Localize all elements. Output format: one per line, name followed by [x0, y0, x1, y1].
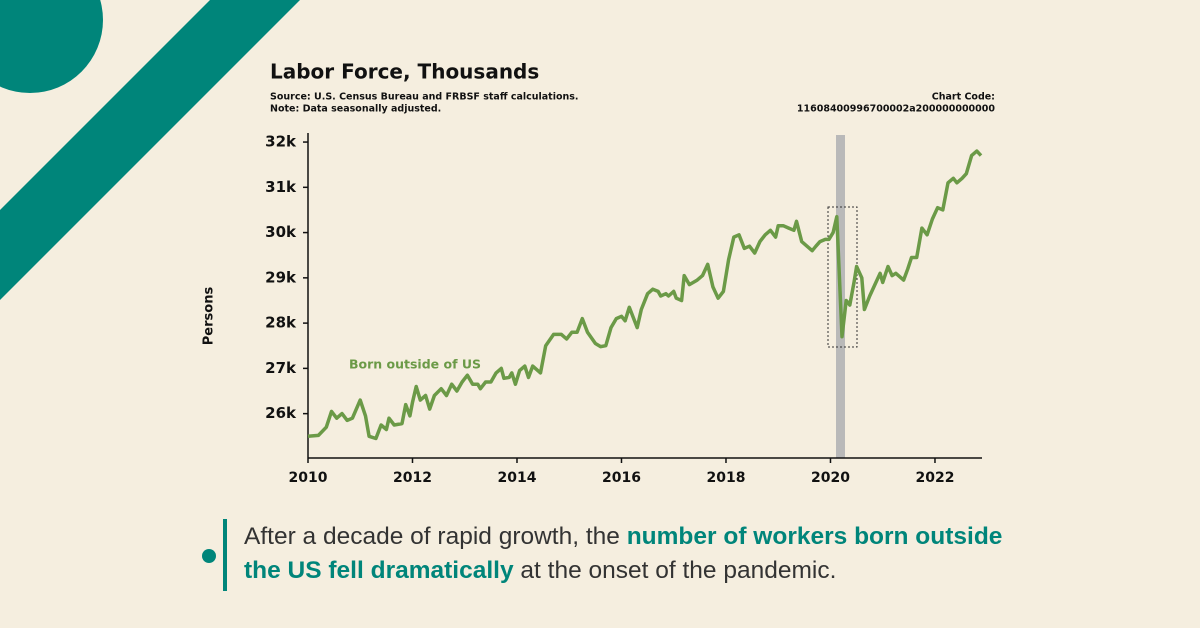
series-label: Born outside of US — [349, 357, 481, 372]
x-tick-label: 2014 — [498, 470, 537, 486]
takeaway: After a decade of rapid growth, the numb… — [244, 520, 1004, 588]
y-axis-label: Persons — [202, 287, 217, 346]
decor-stripe — [0, 0, 300, 300]
bullet — [202, 549, 216, 563]
takeaway-text: at the onset of the pandemic. — [513, 557, 837, 584]
x-tick-label: 2020 — [811, 470, 850, 486]
x-tick-label: 2012 — [393, 470, 432, 486]
takeaway-text: After a decade of rapid growth, the — [244, 523, 627, 550]
chart-code-label: Chart Code: — [932, 92, 995, 103]
y-tick-label: 26k — [265, 404, 297, 422]
y-tick-label: 28k — [265, 314, 297, 332]
x-tick-label: 2010 — [289, 470, 328, 486]
source: Source: U.S. Census Bureau and FRBSF sta… — [270, 92, 579, 103]
chart-code: 11608400996700002a200000000000 — [797, 104, 995, 115]
decor-circle — [0, 0, 103, 93]
y-tick-label: 31k — [265, 178, 297, 196]
x-tick-label: 2022 — [915, 470, 954, 486]
series-line — [307, 149, 983, 441]
x-tick-label: 2018 — [707, 470, 746, 486]
highlight-box — [827, 206, 858, 348]
x-tick-label: 2016 — [602, 470, 641, 486]
chart-title: Labor Force, Thousands — [270, 60, 539, 84]
y-tick-label: 29k — [265, 268, 297, 286]
note: Note: Data seasonally adjusted. — [270, 104, 441, 115]
y-tick-label: 32k — [265, 133, 297, 151]
y-tick-label: 30k — [265, 223, 297, 241]
takeaway-highlight: number of workers born outside the US fe… — [244, 523, 1003, 584]
y-tick-label: 27k — [265, 359, 297, 377]
accent-bar — [223, 519, 227, 591]
